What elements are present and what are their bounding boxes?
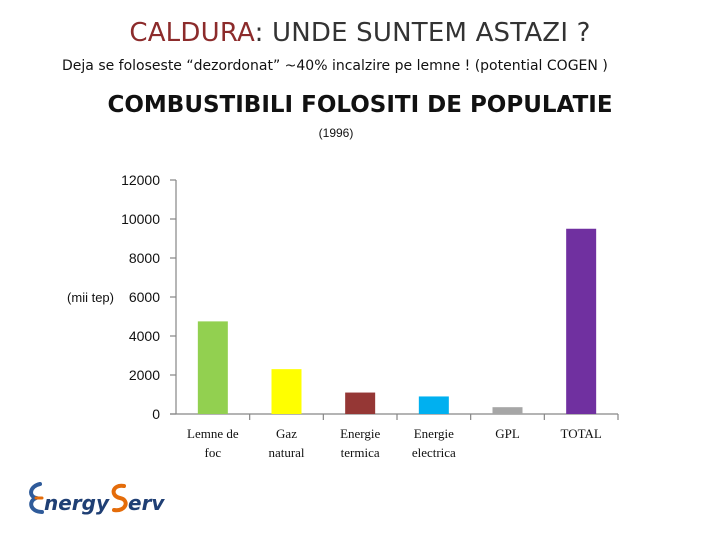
bar-3 [418,396,449,414]
slide-subtitle: Deja se foloseste “dezordonat” ~40% inca… [62,58,608,74]
y-tick-label: 4000 [129,328,160,344]
x-category-label: natural [268,445,304,460]
bar-5 [566,228,597,414]
slide-title-accent: CALDURA [129,18,255,48]
bar-2 [345,392,376,414]
logo-text-1: nergy [44,491,110,515]
energy-serv-logo: nergy erv [26,478,176,523]
y-tick-label: 0 [152,406,160,422]
bar-0 [197,321,228,414]
x-category-label: Gaz [276,426,297,441]
logo-s-swirl-icon [111,483,128,513]
y-tick-label: 10000 [121,211,160,227]
y-tick-label: 8000 [129,250,160,266]
x-category-label: TOTAL [561,426,602,441]
logo-e-swirl-icon [29,482,44,514]
y-tick-label: 2000 [129,367,160,383]
bar-4 [492,407,523,414]
x-category-label: GPL [495,426,520,441]
bar-1 [271,369,302,414]
x-category-label: foc [205,445,222,460]
y-tick-label: 6000 [129,289,160,305]
x-category-label: electrica [412,445,456,460]
chart-subtitle: (1996) [318,126,354,140]
x-category-label: Energie [414,426,454,441]
slide-title: CALDURA: UNDE SUNTEM ASTAZI ? [0,18,720,48]
logo-text-2: erv [128,491,165,515]
x-category-label: Energie [340,426,380,441]
x-category-label: termica [341,445,380,460]
y-axis-label: (mii tep) [67,290,114,305]
chart-title: COMBUSTIBILI FOLOSITI DE POPULATIE [107,92,613,118]
slide-title-rest: : UNDE SUNTEM ASTAZI ? [254,18,591,48]
y-tick-label: 12000 [121,172,160,188]
x-category-label: Lemne de [187,426,239,441]
